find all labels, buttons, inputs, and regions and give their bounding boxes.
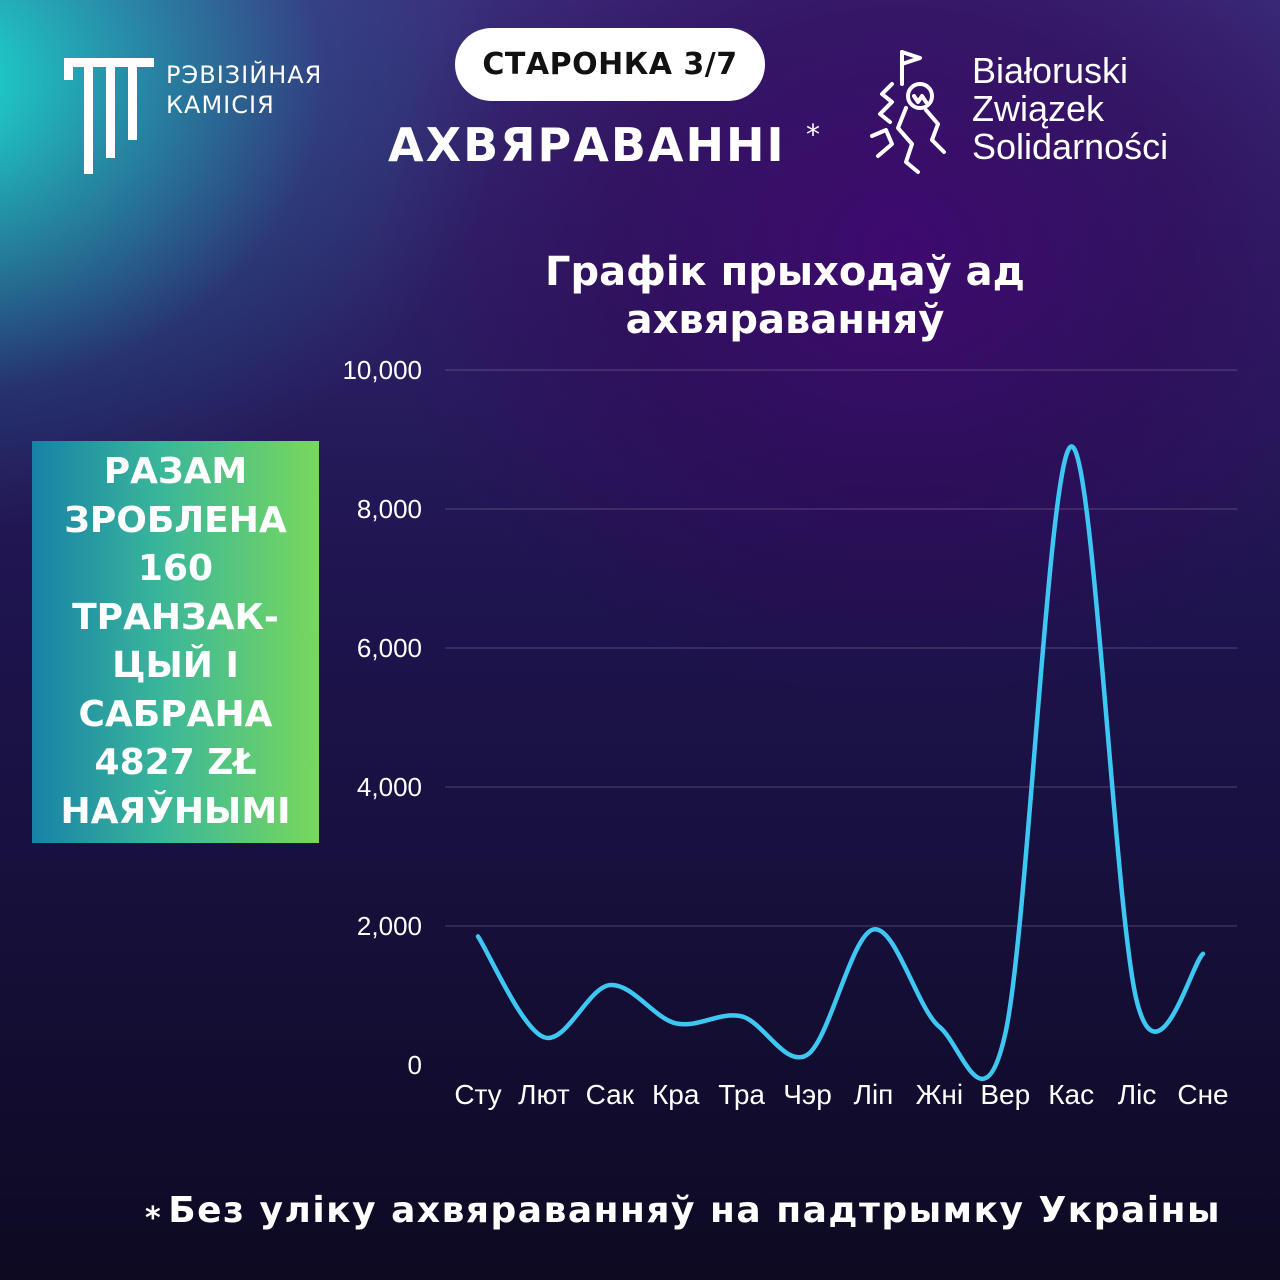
page-indicator: СТАРОНКА 3/7 bbox=[455, 28, 765, 101]
x-tick-label: Сту bbox=[454, 1079, 501, 1110]
solidarity-union-logo-text: Białoruski Związek Solidarności bbox=[972, 52, 1168, 166]
x-tick-label: Ліс bbox=[1118, 1079, 1157, 1110]
x-tick-label: Сне bbox=[1177, 1079, 1228, 1110]
page-label: СТАРОНКА 3/7 bbox=[482, 47, 738, 82]
series-line bbox=[475, 444, 1206, 1081]
summary-text: РАЗАМ ЗРОБЛЕНА 160 ТРАНЗАК- ЦЫЙ І САБРАН… bbox=[60, 451, 291, 832]
x-tick-label: Сак bbox=[586, 1079, 635, 1110]
x-tick-label: Кра bbox=[652, 1079, 700, 1110]
x-tick-label: Чэр bbox=[783, 1079, 832, 1110]
logo-right-line: Związek bbox=[972, 88, 1105, 129]
logo-left-text: РЭВІЗІЙНАЯ КАМІСІЯ bbox=[166, 61, 323, 119]
x-tick-label: Жні bbox=[916, 1079, 964, 1110]
x-tick-label: Кас bbox=[1048, 1079, 1094, 1110]
summary-box: РАЗАМ ЗРОБЛЕНА 160 ТРАНЗАК- ЦЫЙ І САБРАН… bbox=[32, 441, 319, 843]
x-tick-label: Вер bbox=[980, 1079, 1030, 1110]
knight-icon bbox=[870, 50, 946, 174]
columns-icon bbox=[64, 58, 154, 174]
x-tick-label: Лют bbox=[518, 1079, 570, 1110]
logo-right-line: Solidarności bbox=[972, 126, 1169, 167]
y-tick-label: 8,000 bbox=[357, 494, 422, 524]
logo-right-line: Białoruski bbox=[972, 50, 1129, 91]
heading-asterisk: * bbox=[806, 118, 820, 151]
chart-title: Графік прыходаў ад ахвяраванняў bbox=[545, 249, 1025, 343]
footnote-text: Без уліку ахвяраванняў на падтрымку Укра… bbox=[168, 1190, 1222, 1231]
y-tick-label: 6,000 bbox=[357, 633, 422, 663]
footnote-asterisk: * bbox=[145, 1201, 163, 1236]
page-heading: АХВЯРАВАННІ bbox=[388, 118, 786, 172]
y-tick-label: 2,000 bbox=[357, 911, 422, 941]
y-tick-label: 4,000 bbox=[357, 772, 422, 802]
x-tick-label: Ліп bbox=[854, 1079, 894, 1110]
footnote: * Без уліку ахвяраванняў на падтрымку Укр… bbox=[145, 1190, 1222, 1236]
y-tick-label: 10,000 bbox=[342, 355, 422, 385]
y-tick-label: 0 bbox=[408, 1050, 422, 1080]
revision-commission-logo: РЭВІЗІЙНАЯ КАМІСІЯ bbox=[62, 52, 382, 182]
x-tick-label: Тра bbox=[718, 1079, 765, 1110]
